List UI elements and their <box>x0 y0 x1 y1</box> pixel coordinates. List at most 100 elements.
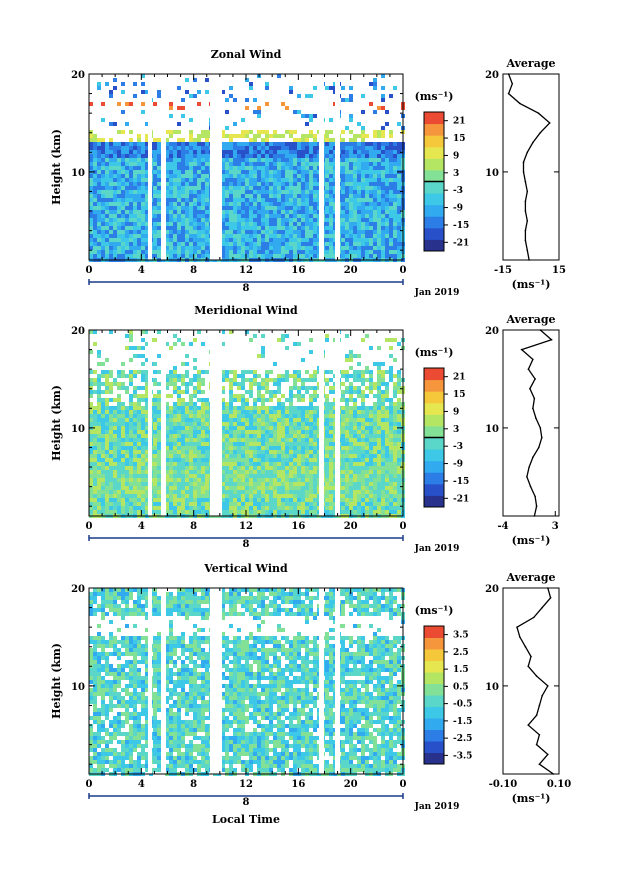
colorbar-tick-label: -3.5 <box>453 751 472 761</box>
colorbar-tick-label: -15 <box>453 221 469 231</box>
profile-y-tick-label: 20 <box>485 584 499 595</box>
profile-point <box>532 407 534 410</box>
panel-title: Zonal Wind <box>211 48 282 61</box>
profile-line <box>520 329 553 517</box>
colorbar-tick-label: -15 <box>453 477 469 487</box>
profile-x-tick-label: -4 <box>497 521 508 532</box>
colorbar-unit: (ms⁻¹) <box>415 90 454 103</box>
y-axis-label: Height (km) <box>50 643 63 719</box>
x-tick-label: 0 <box>400 265 407 276</box>
profile-point <box>516 626 518 628</box>
profile-point <box>533 616 535 619</box>
panel-title: Meridional Wind <box>194 304 298 317</box>
colorbar-tick-label: 15 <box>453 134 466 144</box>
colorbar-tick-label: -2.5 <box>453 734 472 744</box>
profile-x-tick-label: 0.10 <box>547 779 571 790</box>
average-profile: Average 20 10 -0.10 0.10 (ms⁻¹) <box>485 571 571 805</box>
y-axis-label: Height (km) <box>50 129 63 205</box>
colorbar-tick-label: 15 <box>453 390 466 400</box>
profile-point <box>526 249 529 252</box>
colorbar-tick-label: -21 <box>453 238 469 248</box>
colorbar-tick-label: 21 <box>453 373 466 383</box>
profile-point <box>524 239 527 242</box>
profile-point <box>538 446 540 449</box>
x-tick-label: 0 <box>400 779 407 790</box>
x-tick-label: 12 <box>239 521 253 532</box>
x-tick-label: 20 <box>344 779 358 790</box>
colorbar-tick-label: 3 <box>453 425 459 435</box>
colorbar-tick-label: -21 <box>453 494 469 504</box>
profile-point <box>526 476 528 478</box>
x-tick-label: 16 <box>291 779 305 790</box>
profile-title: Average <box>505 313 555 326</box>
y-tick-label: 20 <box>71 584 85 595</box>
profile-point <box>534 378 536 380</box>
x-tick-label: 0 <box>86 521 93 532</box>
profile-point <box>541 606 543 609</box>
profile-title: Average <box>505 571 555 584</box>
profile-point <box>529 485 532 488</box>
x-tick-label: 16 <box>291 521 305 532</box>
x-axis-label: Local Time <box>212 813 280 826</box>
profile-point <box>522 171 525 173</box>
profile-point <box>539 131 542 134</box>
colorbar: 3.5 2.5 1.5 0.5 -0.5 -1.5 -2.5 -3.5 (ms⁻¹) <box>415 604 472 765</box>
profile-point <box>507 92 510 95</box>
profile-x-tick-label: -15 <box>494 265 512 276</box>
y-tick-label: 20 <box>71 70 85 81</box>
profile-point <box>526 151 529 154</box>
profile-point <box>522 161 525 163</box>
profile-point <box>529 387 531 390</box>
colorbar-tick-label: 0.5 <box>453 682 469 692</box>
x-tick-label: 12 <box>239 265 253 276</box>
profile-point <box>519 636 521 638</box>
colorbar-tick-label: -9 <box>453 460 463 470</box>
profile-point <box>548 122 551 124</box>
x-tick-label: 4 <box>138 779 145 790</box>
profile-y-tick-label: 20 <box>485 70 499 81</box>
profile-point <box>533 515 536 517</box>
x-tick-label: 8 <box>190 779 197 790</box>
wind-field <box>89 330 405 518</box>
colorbar: 21 15 9 3 -3 -9 -15 -21 (ms⁻¹) <box>415 346 469 508</box>
x-tick-label: 4 <box>138 521 145 532</box>
profile-point <box>528 466 530 468</box>
colorbar-tick-label: 9 <box>453 151 459 161</box>
day-label: 8 <box>243 539 250 550</box>
profile-point <box>538 734 541 736</box>
profile-point <box>538 704 541 707</box>
date-label: Jan 2019 <box>414 544 460 554</box>
colorbar-tick-label: -3 <box>453 186 463 196</box>
profile-point <box>538 763 541 766</box>
profile-y-tick-label: 10 <box>485 168 499 179</box>
profile-point <box>528 259 530 261</box>
profile-point <box>552 773 555 775</box>
day-label: 8 <box>243 797 250 808</box>
profile-x-label: (ms⁻¹) <box>512 278 551 291</box>
profile-point <box>535 675 538 677</box>
panel-title: Vertical Wind <box>203 562 288 575</box>
colorbar-tick-label: -3 <box>453 442 463 452</box>
colorbar-tick-label: 21 <box>453 117 466 127</box>
profile-point <box>524 210 527 212</box>
wind-field <box>89 74 405 262</box>
date-label: Jan 2019 <box>414 802 460 812</box>
date-label: Jan 2019 <box>414 288 460 298</box>
panel-2: Meridional Wind 0 4 8 12 16 20 0 20 10 Height (km)… <box>50 304 560 554</box>
y-tick-label: 20 <box>71 326 85 337</box>
x-tick-label: 0 <box>400 521 407 532</box>
x-tick-label: 8 <box>190 265 197 276</box>
profile-point <box>532 358 534 361</box>
x-tick-label: 8 <box>190 521 197 532</box>
profile-point <box>550 338 553 341</box>
profile-point <box>535 714 538 717</box>
profile-point <box>527 665 529 668</box>
profile-x-label: (ms⁻¹) <box>512 534 551 547</box>
profile-x-label: (ms⁻¹) <box>512 792 551 805</box>
x-tick-label: 20 <box>344 521 358 532</box>
x-tick-label: 4 <box>138 265 145 276</box>
profile-point <box>527 724 529 726</box>
colorbar-tick-label: 3 <box>453 169 459 179</box>
profile-point <box>527 368 530 370</box>
panel-1: Zonal Wind 0 4 8 12 16 20 0 20 10 Height (km) 8 Jan … <box>50 48 566 298</box>
